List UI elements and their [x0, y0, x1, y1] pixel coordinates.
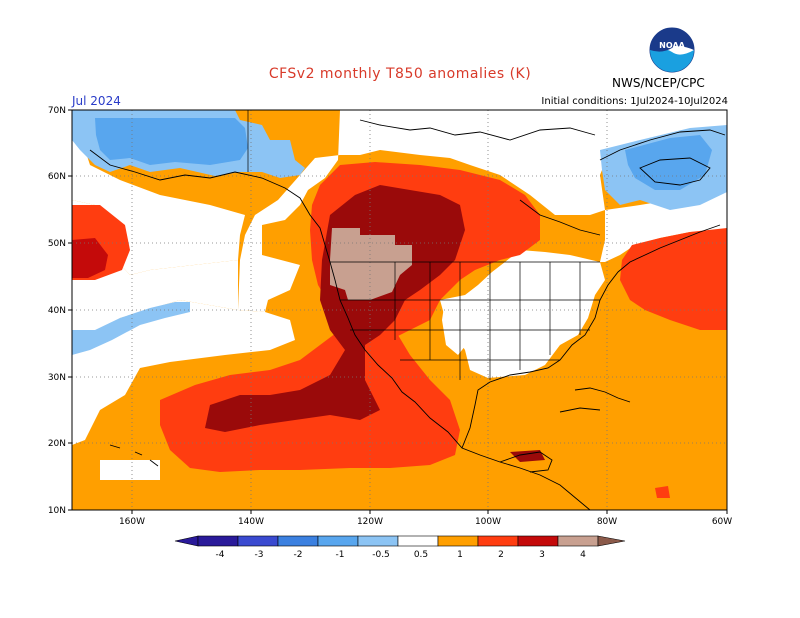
initial-conditions: Initial conditions: 1Jul2024-10Jul2024 — [541, 96, 728, 107]
lat-labels: 70N 60N 50N 40N 30N 20N 10N — [48, 106, 66, 516]
colorbar-swatch — [397, 535, 439, 547]
lat-label: 50N — [48, 239, 66, 249]
lat-label: 20N — [48, 439, 66, 449]
colorbar — [174, 535, 626, 547]
colorbar-label: 2 — [498, 550, 504, 560]
state-borders — [247, 110, 600, 380]
axis-ticks — [68, 109, 728, 514]
lat-label: 70N — [48, 106, 66, 116]
colorbar-label: -4 — [216, 550, 225, 560]
lat-label: 60N — [48, 172, 66, 182]
near-normal-region-subtropics — [72, 300, 295, 445]
lon-label: 100W — [475, 517, 501, 527]
near-normal-region-north-pacific — [72, 110, 340, 335]
lat-label: 10N — [48, 506, 66, 516]
warm-anomaly-pacific-west-core — [72, 238, 108, 278]
colorbar-label: -2 — [294, 550, 303, 560]
colorbar-label: -0.5 — [372, 550, 390, 560]
lat-label: 40N — [48, 306, 66, 316]
lon-label: 60W — [712, 517, 732, 527]
colorbar-swatch — [357, 535, 399, 547]
colorbar-min-arrow — [174, 535, 199, 547]
colorbar-swatch — [517, 535, 559, 547]
graticule — [72, 110, 727, 510]
noaa-logo: NOAA — [649, 27, 695, 73]
colorbar-swatch — [197, 535, 239, 547]
map-title: CFSv2 monthly T850 anomalies (K) — [268, 66, 532, 82]
colorbar-swatch — [437, 535, 479, 547]
colorbar-max-arrow — [597, 535, 626, 547]
near-normal-region-central-pacific — [72, 110, 245, 275]
cold-anomaly-pacific-band — [72, 302, 190, 355]
near-normal-region-hawaii — [100, 460, 160, 480]
colorbar-label: 3 — [539, 550, 545, 560]
lon-label: 160W — [119, 517, 145, 527]
cold-anomaly-labrador-core — [625, 135, 712, 190]
near-normal-region-canada — [340, 110, 727, 215]
colorbar-label: -3 — [255, 550, 264, 560]
coastlines — [89, 119, 726, 511]
colorbar-swatch — [317, 535, 359, 547]
cold-anomaly-alaska-core — [95, 118, 248, 165]
colorbar-swatch — [237, 535, 279, 547]
agency-label: NWS/NCEP/CPC — [612, 76, 705, 90]
warm-anomaly-northeast — [620, 228, 727, 330]
colorbar-swatch — [277, 535, 319, 547]
colorbar-label: 4 — [580, 550, 586, 560]
lon-label: 140W — [238, 517, 264, 527]
lon-labels: 160W 140W 120W 100W 80W 60W — [119, 517, 732, 527]
colorbar-label: -1 — [336, 550, 345, 560]
lat-label: 30N — [48, 373, 66, 383]
warm-anomaly-tan-core — [330, 228, 412, 300]
lon-label: 120W — [357, 517, 383, 527]
near-normal-region-central-us — [440, 250, 605, 378]
colorbar-swatch — [477, 535, 519, 547]
warm-anomaly-caribbean-spot — [655, 486, 670, 498]
near-normal-region-atlantic — [600, 192, 727, 262]
colorbar-label: 1 — [457, 550, 463, 560]
colorbar-labels: -4 -3 -2 -1 -0.5 0.5 1 2 3 4 — [216, 550, 587, 560]
forecast-month: Jul 2024 — [72, 94, 121, 108]
colorbar-swatch — [557, 535, 599, 547]
anomaly-field — [72, 110, 727, 510]
lon-label: 80W — [597, 517, 617, 527]
noaa-logo-text: NOAA — [659, 41, 685, 50]
colorbar-label: 0.5 — [414, 550, 428, 560]
